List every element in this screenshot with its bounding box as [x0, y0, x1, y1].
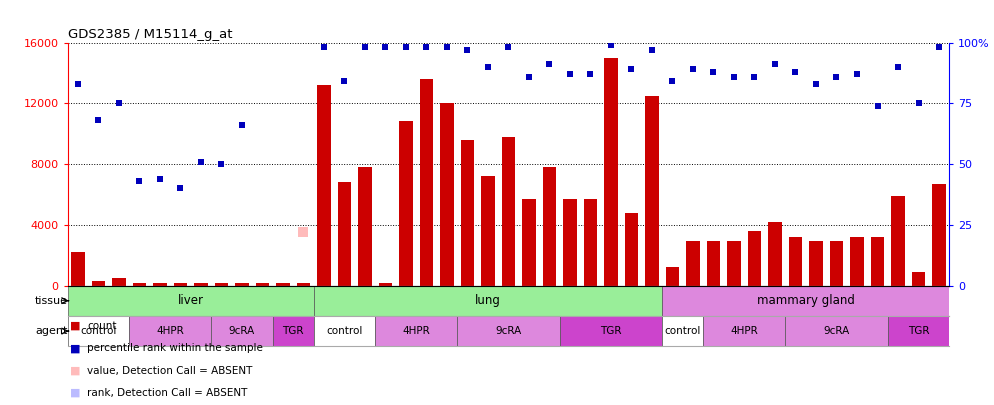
Bar — [317, 85, 331, 286]
Bar — [604, 58, 617, 286]
Text: TGR: TGR — [908, 326, 929, 336]
Bar — [662, 286, 949, 316]
Bar — [68, 316, 129, 346]
Bar — [153, 283, 167, 286]
Bar — [379, 283, 392, 286]
Bar — [703, 316, 785, 346]
Text: 4HPR: 4HPR — [403, 326, 430, 336]
Bar — [543, 167, 556, 286]
Bar — [68, 286, 314, 316]
Bar — [132, 283, 146, 286]
Text: rank, Detection Call = ABSENT: rank, Detection Call = ABSENT — [87, 388, 248, 398]
Bar — [768, 222, 781, 286]
Text: ■: ■ — [70, 366, 81, 375]
Text: 9cRA: 9cRA — [229, 326, 255, 336]
Bar — [789, 237, 802, 286]
Bar — [276, 283, 289, 286]
Text: control: control — [326, 326, 363, 336]
Bar — [457, 316, 560, 346]
Bar — [419, 79, 433, 286]
Bar — [850, 237, 864, 286]
Text: liver: liver — [178, 294, 204, 307]
Bar — [564, 199, 577, 286]
Bar — [932, 184, 945, 286]
Bar — [728, 241, 741, 286]
Bar — [888, 316, 949, 346]
Text: control: control — [81, 326, 116, 336]
Text: 4HPR: 4HPR — [731, 326, 758, 336]
Bar — [625, 213, 638, 286]
Bar — [236, 283, 248, 286]
Bar — [809, 241, 823, 286]
Bar — [272, 316, 314, 346]
Bar — [91, 281, 105, 286]
Bar — [72, 252, 84, 286]
Bar — [707, 241, 720, 286]
Bar — [747, 231, 761, 286]
Bar — [560, 316, 662, 346]
Text: TGR: TGR — [282, 326, 304, 336]
Text: value, Detection Call = ABSENT: value, Detection Call = ABSENT — [87, 366, 252, 375]
Bar — [112, 278, 125, 286]
Bar — [129, 316, 211, 346]
Text: lung: lung — [475, 294, 501, 307]
Bar — [871, 237, 885, 286]
Bar — [375, 316, 457, 346]
Text: control: control — [665, 326, 701, 336]
Bar — [481, 176, 495, 286]
Bar — [911, 272, 925, 286]
Bar — [583, 199, 597, 286]
Bar — [255, 283, 269, 286]
Text: 9cRA: 9cRA — [495, 326, 522, 336]
Bar — [174, 283, 187, 286]
Text: ■: ■ — [70, 388, 81, 398]
Bar — [892, 196, 905, 286]
Text: 4HPR: 4HPR — [156, 326, 184, 336]
Text: count: count — [87, 321, 117, 331]
Text: tissue: tissue — [35, 296, 68, 306]
Bar — [314, 286, 662, 316]
Bar — [440, 103, 453, 286]
Bar — [297, 283, 310, 286]
Bar — [522, 199, 536, 286]
Bar — [662, 316, 703, 346]
Bar — [686, 241, 700, 286]
Bar — [785, 316, 888, 346]
Bar — [666, 267, 679, 286]
Text: 9cRA: 9cRA — [823, 326, 850, 336]
Bar — [400, 122, 413, 286]
Bar — [215, 283, 228, 286]
Text: TGR: TGR — [600, 326, 621, 336]
Bar — [338, 182, 351, 286]
Text: GDS2385 / M15114_g_at: GDS2385 / M15114_g_at — [68, 28, 232, 41]
Text: percentile rank within the sample: percentile rank within the sample — [87, 343, 263, 353]
Bar — [211, 316, 272, 346]
Bar — [194, 283, 208, 286]
Text: ■: ■ — [70, 343, 81, 353]
Bar — [502, 137, 515, 286]
Bar — [358, 167, 372, 286]
Bar — [645, 96, 659, 286]
Text: ■: ■ — [70, 321, 81, 331]
Text: agent: agent — [35, 326, 68, 336]
Bar — [314, 316, 375, 346]
Text: mammary gland: mammary gland — [756, 294, 855, 307]
Bar — [830, 241, 843, 286]
Bar — [461, 140, 474, 286]
